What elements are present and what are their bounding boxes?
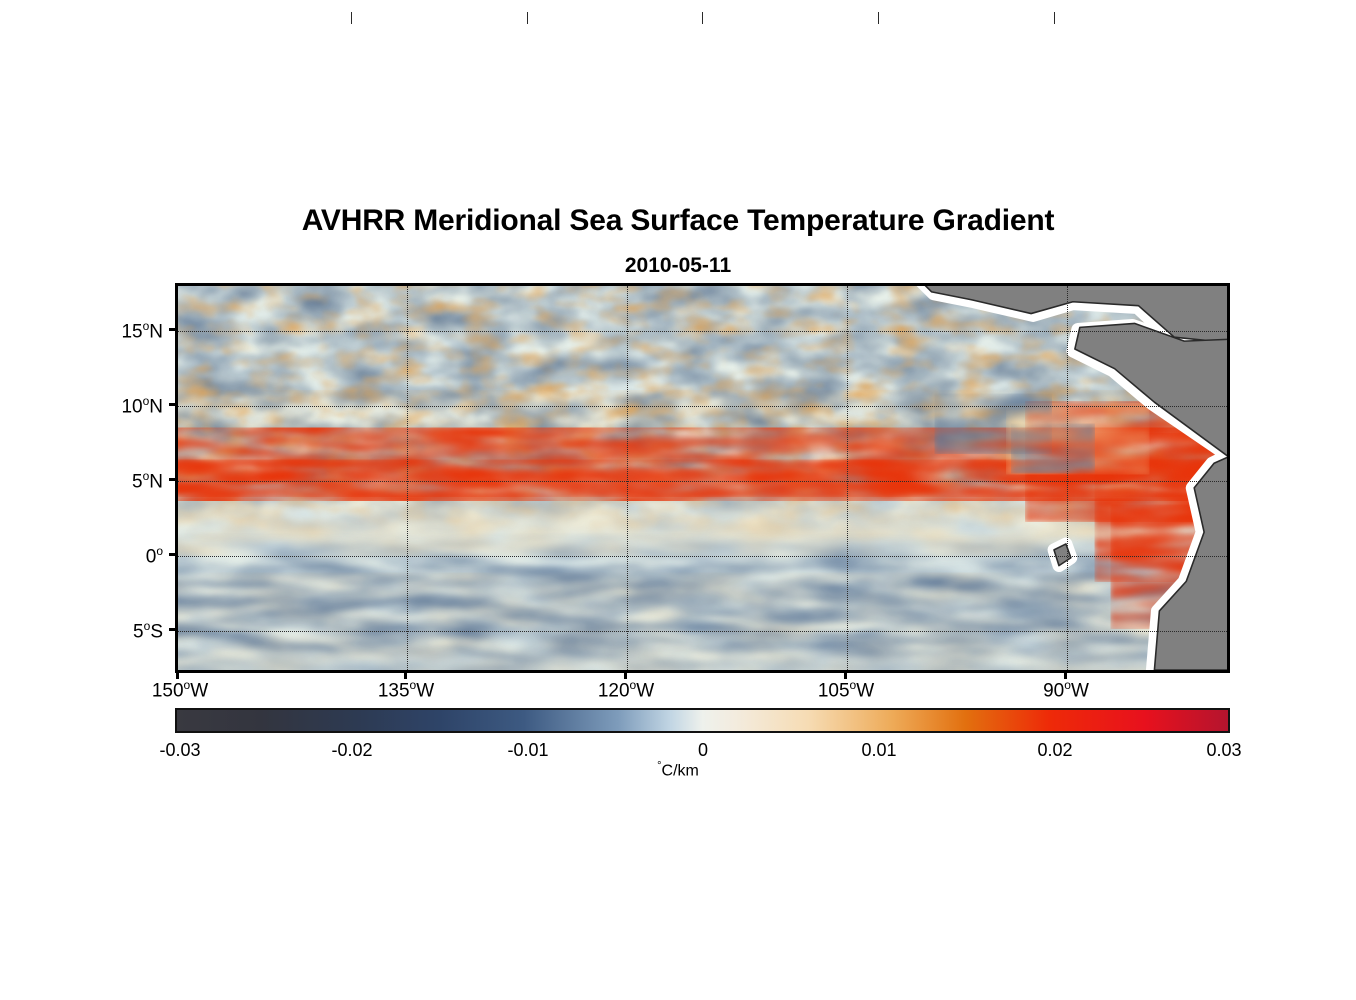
ytick-5n (169, 478, 178, 481)
colorbar (175, 708, 1230, 733)
ytick-15n (169, 328, 178, 331)
colorbar-tick-0.02 (1054, 12, 1055, 24)
ylabel-5s-hemi: S (150, 621, 163, 643)
ytick-0 (169, 553, 178, 556)
degree-symbol: o (142, 469, 150, 483)
degree-symbol: o (629, 678, 637, 692)
degree-symbol: o (409, 678, 417, 692)
xlabel-135w: 135oW (346, 678, 466, 702)
xlabel-135w-hemi: W (416, 680, 435, 702)
xlabel-135w-value: 135 (377, 680, 410, 702)
ylabel-5n-value: 5 (132, 471, 143, 493)
colorbar-tick--0.01 (527, 12, 528, 24)
colorbar-unit-text: C/km (661, 762, 699, 780)
ylabel-0-value: 0 (145, 546, 157, 568)
ylabel-5n-hemi: N (149, 471, 163, 493)
degree-symbol: o (849, 678, 857, 692)
equatorial-front-core (178, 468, 1227, 489)
colorbar-label-0.03: 0.03 (1206, 740, 1242, 760)
land-galapagos (1053, 543, 1072, 567)
degree-symbol: o (1064, 678, 1071, 692)
degree-symbol: ° (657, 760, 662, 772)
page-title: AVHRR Meridional Sea Surface Temperature… (301, 204, 1055, 237)
ylabel-10n-value: 10 (121, 396, 143, 418)
xtick-150w (176, 670, 179, 679)
xtick-105w (844, 670, 847, 679)
colorbar-tick-0.01 (878, 12, 879, 24)
degree-symbol: o (183, 678, 191, 692)
colorbar-label-0: 0 (697, 740, 708, 760)
degree-symbol: o (143, 619, 151, 633)
colorbar-tick-0 (702, 12, 703, 24)
ylabel-10n: 10oN (103, 394, 163, 418)
colorbar-label-0.02: 0.02 (1037, 740, 1073, 760)
ytick-5s (169, 628, 178, 631)
colorbar-unit-label: °C/km (0, 760, 1356, 780)
figure-subtitle: 2010-05-11 (624, 254, 732, 277)
land-north-america (924, 286, 1227, 344)
map-axes (175, 283, 1230, 673)
land-central-america (1074, 322, 1227, 457)
xtick-90w (1064, 670, 1067, 679)
sst-gradient-heatmap (178, 286, 1227, 670)
degree-symbol: o (142, 319, 150, 333)
xtick-135w (404, 670, 407, 679)
xlabel-150w: 150oW (120, 678, 240, 702)
ylabel-15n: 15oN (103, 319, 163, 343)
colorbar-label--0.01: -0.01 (507, 740, 549, 760)
colorbar-label--0.03: -0.03 (159, 740, 201, 760)
ylabel-15n-value: 15 (121, 321, 143, 343)
xlabel-150w-value: 150 (151, 680, 184, 702)
ylabel-5s-value: 5 (133, 621, 144, 643)
ylabel-10n-hemi: N (149, 396, 163, 418)
xlabel-90w-hemi: W (1070, 680, 1089, 702)
colorbar-tick--0.02 (351, 12, 352, 24)
ytick-10n (169, 403, 178, 406)
xlabel-105w-value: 105 (817, 680, 850, 702)
xlabel-105w-hemi: W (856, 680, 875, 702)
xtick-120w (624, 670, 627, 679)
xlabel-120w-hemi: W (636, 680, 655, 702)
colorbar-label-0.01: 0.01 (861, 740, 897, 760)
land-south-america (1153, 456, 1227, 670)
landmass-group (916, 286, 1227, 670)
xlabel-120w-value: 120 (597, 680, 630, 702)
ylabel-5s: 5oS (103, 619, 163, 643)
degree-symbol: o (142, 394, 150, 408)
degree-symbol: o (156, 544, 163, 558)
xlabel-105w: 105oW (786, 678, 906, 702)
ylabel-15n-hemi: N (149, 321, 163, 343)
colorbar-gradient (177, 710, 1228, 731)
ylabel-5n: 5oN (103, 469, 163, 493)
colorbar-label--0.02: -0.02 (331, 740, 373, 760)
ylabel-0: 0o (103, 544, 163, 568)
xlabel-150w-hemi: W (190, 680, 209, 702)
xlabel-90w-value: 90 (1043, 680, 1065, 702)
xlabel-90w: 90oW (1006, 678, 1126, 702)
xlabel-120w: 120oW (566, 678, 686, 702)
